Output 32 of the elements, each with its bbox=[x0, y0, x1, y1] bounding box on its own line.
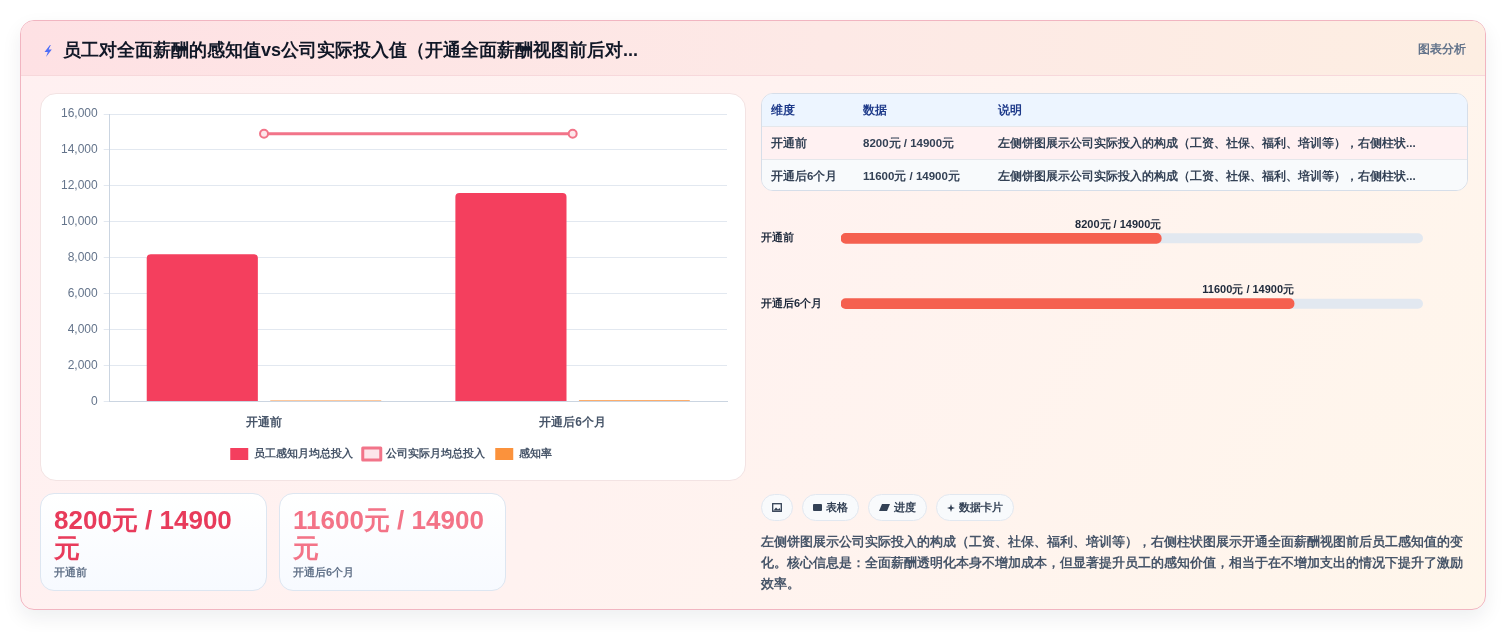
y-tick-label: 2,000 bbox=[67, 357, 99, 372]
category-label: 维度 bbox=[762, 94, 854, 127]
text: 左侧饼图展示公司实际投入的构成（工资、社保、福利、培训等），右侧柱状... bbox=[989, 159, 1467, 192]
y-tick-label: 6,000 bbox=[67, 286, 99, 301]
text: 8200元 / 14900元 bbox=[854, 126, 989, 160]
y-tick-label: 8,000 bbox=[67, 250, 99, 265]
legend-label: 感知率 bbox=[517, 447, 552, 460]
text: 员工对全面薪酬的感知值vs公司实际投入值（开通全面薪酬视图前后对... bbox=[63, 39, 639, 62]
data-label: 11600元 / 14900元 bbox=[1202, 283, 1295, 296]
legend-label: 员工感知月均总投入 bbox=[253, 447, 354, 461]
y-tick-label: 14,000 bbox=[61, 142, 99, 157]
bar bbox=[146, 254, 258, 402]
y-tick-label: 4,000 bbox=[67, 322, 99, 337]
data-label: 8200元 / 14900元 bbox=[1075, 217, 1162, 230]
category-label: 数据卡片 bbox=[959, 500, 1003, 515]
text: 11600元 / 14900元 bbox=[293, 505, 484, 563]
text: 8200元 / 14900元 bbox=[54, 505, 232, 563]
category-label: 进度 bbox=[894, 500, 916, 515]
category-label: 说明 bbox=[989, 94, 1467, 127]
bar bbox=[455, 193, 567, 402]
category-label: 开通后6个月 bbox=[293, 565, 355, 579]
y-tick-label: 16,000 bbox=[61, 106, 99, 121]
y-tick-label: 0 bbox=[91, 393, 99, 408]
category-label: 表格 bbox=[826, 500, 848, 515]
text: 图表分析 bbox=[1418, 42, 1466, 56]
text: 左侧饼图展示公司实际投入的构成（工资、社保、福利、培训等），右侧柱状... bbox=[989, 126, 1467, 160]
y-tick-label: 12,000 bbox=[61, 178, 99, 193]
text: 左侧饼图展示公司实际投入的构成（工资、社保、福利、培训等），右侧柱状图展示开通全面薪酬视图前后员工感知值的变化。核心信息是：全面薪酬透明化本身不增加成本，但显著提升员工的感知价值，相当于在不增加支出的情况下提升了激励效率。 bbox=[761, 533, 1464, 593]
text: 11600元 / 14900元 bbox=[854, 159, 989, 192]
category-label: 数据 bbox=[854, 94, 989, 127]
legend-label: 公司实际月均总投入 bbox=[385, 447, 487, 461]
y-tick-label: 10,000 bbox=[61, 214, 99, 229]
